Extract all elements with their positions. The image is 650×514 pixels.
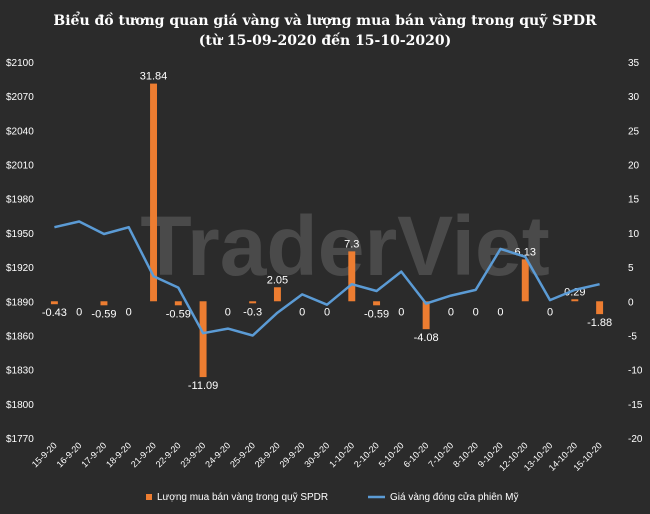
- bar-series: [50, 83, 604, 378]
- left-tick-label: $1890: [6, 297, 34, 308]
- left-tick-label: $1980: [6, 195, 34, 206]
- left-y-axis: $1770 $1800 $1830 $1860 $1890 $1920 $1950 $1980…: [6, 58, 34, 445]
- left-tick-label: $1800: [6, 400, 34, 411]
- bar-data-label: -4.08: [414, 332, 439, 344]
- right-tick-label: -20: [628, 434, 643, 445]
- bar-data-label: 0: [398, 306, 404, 318]
- bar-data-label: 0: [448, 306, 454, 318]
- bar: [422, 301, 430, 330]
- right-tick-label: 0: [628, 297, 634, 308]
- right-tick-label: 30: [628, 92, 640, 103]
- bar: [596, 301, 604, 315]
- left-tick-label: $2070: [6, 92, 34, 103]
- left-tick-label: $1860: [6, 331, 34, 342]
- bar: [348, 251, 356, 302]
- price-line: [54, 220, 600, 337]
- bar: [199, 301, 207, 378]
- bar-data-label: 7.3: [344, 238, 359, 250]
- right-y-axis: -20 -15 -10 -5 0 5 10 15 20 25 30 35: [628, 58, 643, 445]
- bar: [100, 301, 108, 306]
- bar: [373, 301, 381, 306]
- watermark: TraderViet: [140, 199, 549, 293]
- left-tick-label: $2040: [6, 126, 34, 137]
- bar-data-label: -0.43: [42, 307, 67, 319]
- bar-data-label: 0: [76, 306, 82, 318]
- right-tick-label: 20: [628, 161, 640, 172]
- bar-data-label: 31.84: [140, 71, 168, 83]
- bar: [50, 301, 58, 305]
- bar: [571, 299, 579, 302]
- bar: [150, 83, 157, 302]
- bar-data-label: 2.05: [267, 274, 288, 286]
- right-tick-label: -5: [628, 331, 637, 342]
- bar-data-label: 0: [497, 306, 503, 318]
- right-tick-label: 25: [628, 126, 640, 137]
- bar-data-label: 0: [547, 306, 553, 318]
- right-tick-label: 5: [628, 263, 634, 274]
- bar: [174, 301, 182, 306]
- bar-data-label: -1.88: [587, 317, 612, 329]
- bar-data-label: 0: [473, 306, 479, 318]
- right-tick-label: -15: [628, 400, 643, 411]
- right-tick-label: 35: [628, 58, 640, 69]
- bar-data-label: 0: [324, 306, 330, 318]
- right-tick-label: 10: [628, 229, 640, 240]
- bar-data-label: -0.3: [243, 306, 262, 318]
- left-tick-label: $2100: [6, 58, 34, 69]
- legend-bar-swatch: [146, 494, 152, 500]
- legend-bar-label: Lượng mua bán vàng trong quỹ SPDR: [157, 492, 328, 503]
- right-tick-label: 15: [628, 195, 640, 206]
- left-tick-label: $1950: [6, 229, 34, 240]
- right-tick-label: -10: [628, 366, 643, 377]
- bar-data-label: 0: [299, 306, 305, 318]
- bar-data-label: 0: [225, 306, 231, 318]
- bar: [521, 259, 529, 302]
- legend: Lượng mua bán vàng trong quỹ SPDR Giá và…: [146, 491, 518, 503]
- bar-data-label: -0.59: [166, 308, 191, 320]
- bar-data-label: -0.59: [364, 308, 389, 320]
- legend-line-label: Giá vàng đóng cửa phiên Mỹ: [390, 491, 518, 503]
- left-tick-label: $1830: [6, 366, 34, 377]
- chart-subtitle: (từ 15-09-2020 đến 15-10-2020): [199, 31, 452, 49]
- bar-data-label: -11.09: [188, 380, 218, 392]
- left-tick-label: $1920: [6, 263, 34, 274]
- line-series: [54, 220, 600, 337]
- left-tick-label: $1770: [6, 434, 34, 445]
- bar-data-label: -0.59: [91, 308, 116, 320]
- chart-title: Biểu đồ tương quan giá vàng và lượng mua…: [53, 11, 597, 29]
- bar: [273, 287, 281, 302]
- left-tick-label: $2010: [6, 161, 34, 172]
- bar-data-label: 0: [126, 306, 132, 318]
- bar: [249, 301, 257, 304]
